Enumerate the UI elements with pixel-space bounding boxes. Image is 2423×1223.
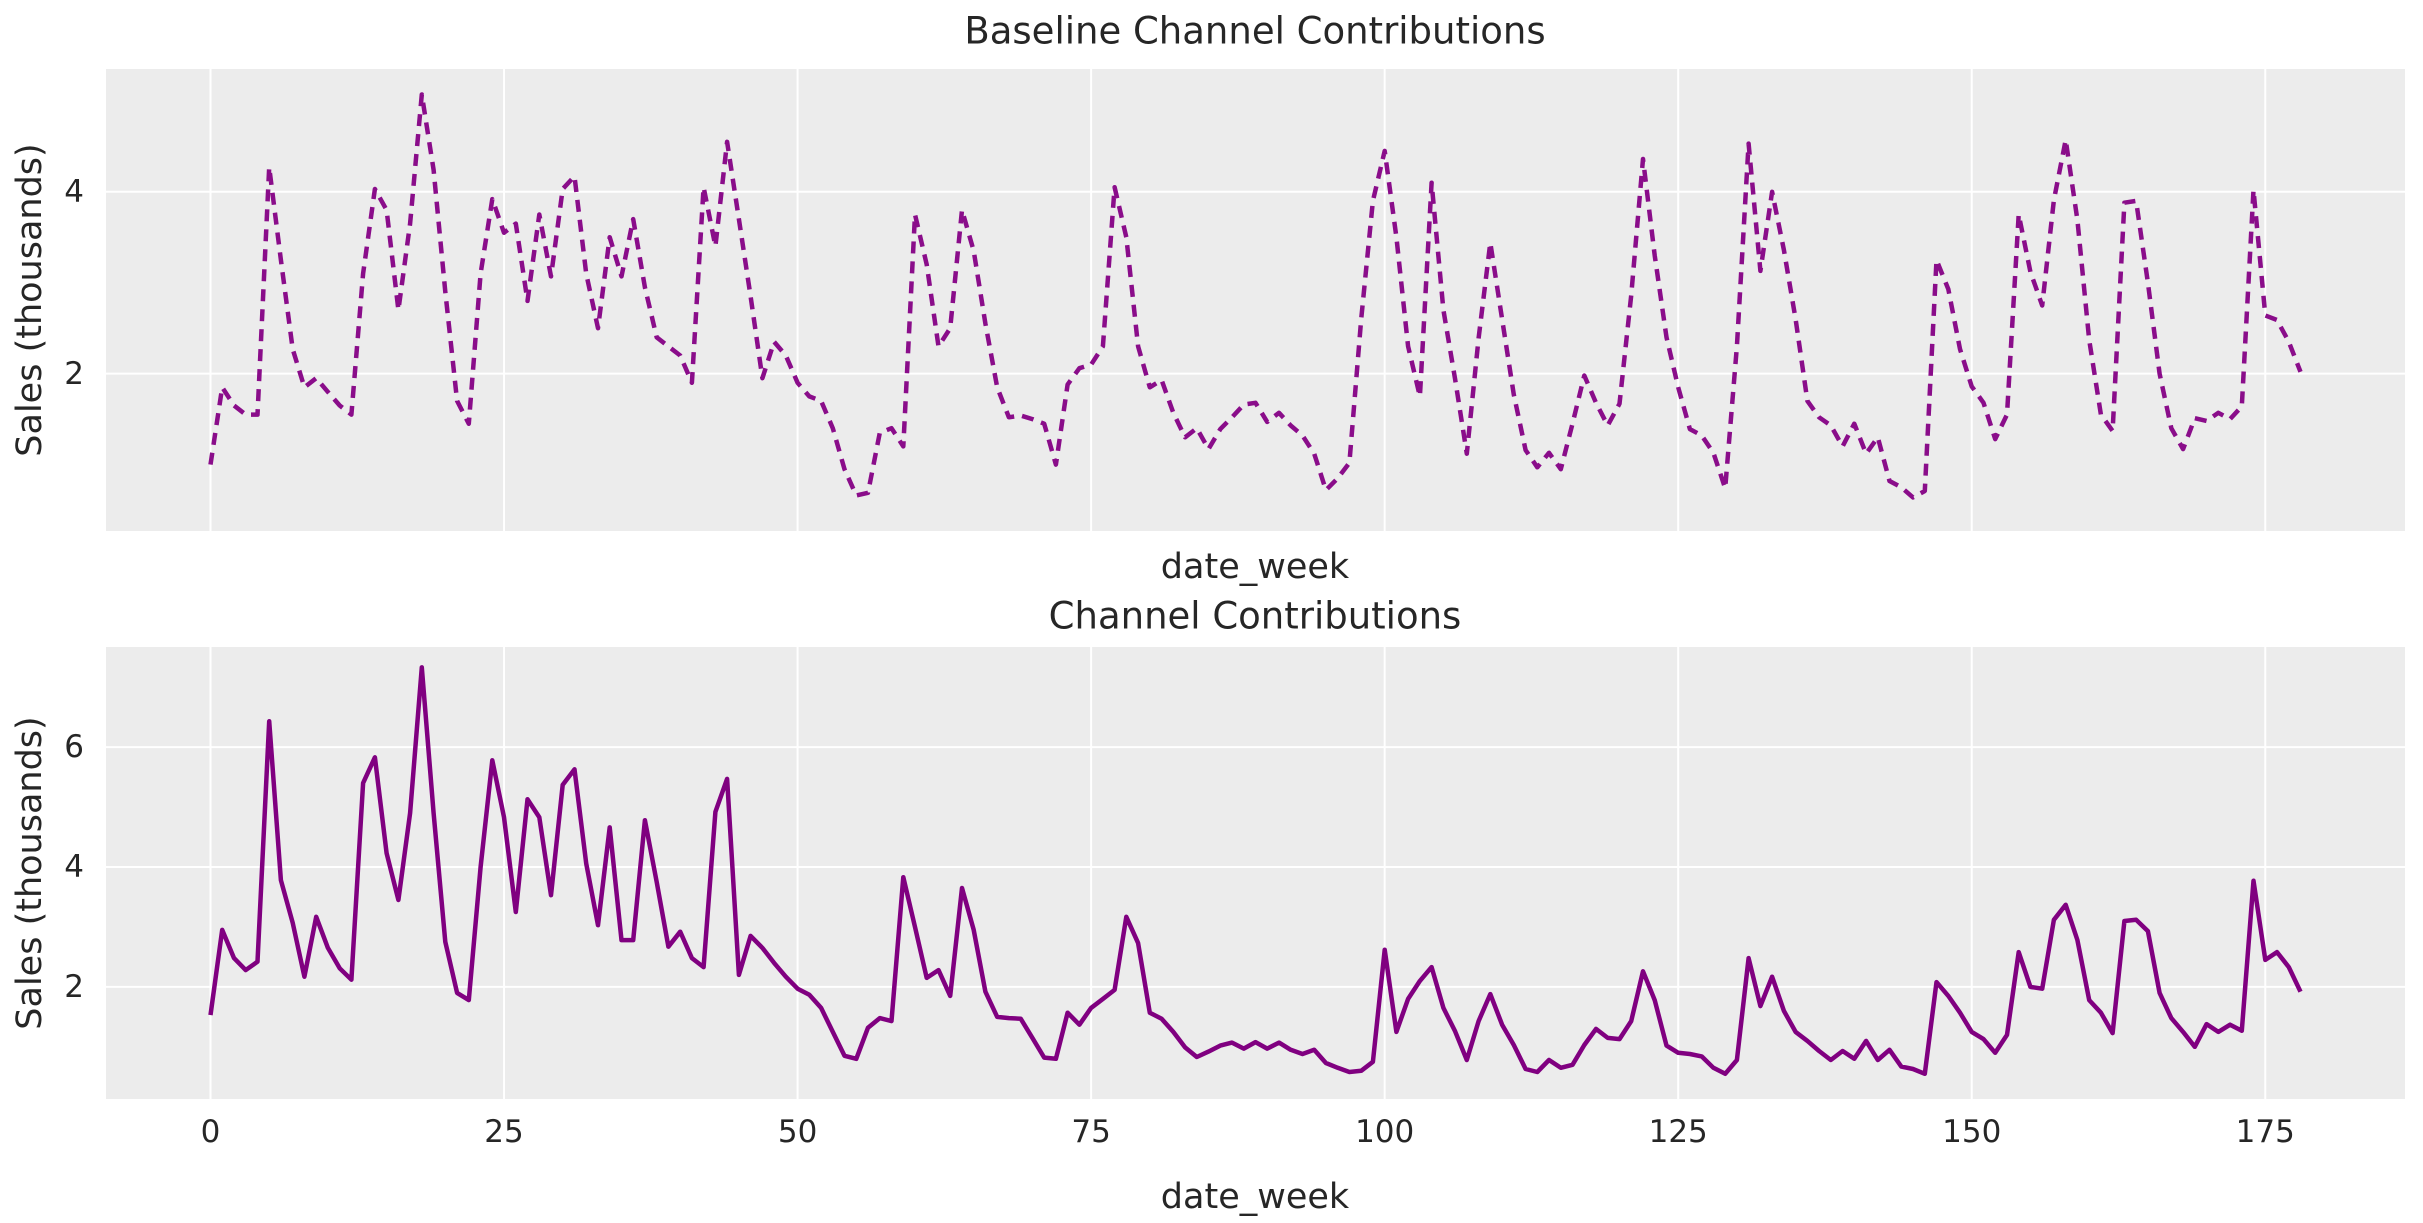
x-tick-label: 50	[777, 1114, 818, 1150]
x-tick-label: 75	[1071, 1114, 1111, 1150]
plot-area	[106, 69, 2405, 531]
plot-area	[106, 647, 2405, 1099]
top-chart-title: Baseline Channel Contributions	[964, 9, 1546, 53]
x-tick-label: 100	[1355, 1114, 1415, 1150]
bottom-yaxis-label: Sales (thousands)	[10, 716, 50, 1030]
x-tick-label: 25	[484, 1114, 524, 1150]
y-tick-label: 4	[64, 849, 84, 885]
bottom-chart-title: Channel Contributions	[1048, 594, 1462, 638]
chart-panel-1	[106, 647, 2405, 1099]
x-tick-label: 125	[1648, 1114, 1708, 1150]
y-tick-label: 2	[64, 355, 84, 392]
chart-panel-0	[106, 69, 2405, 531]
y-tick-label: 2	[64, 968, 84, 1005]
y-tick-label: 4	[64, 173, 84, 210]
x-tick-label: 175	[2235, 1114, 2295, 1150]
bottom-xaxis-label: date_week	[1160, 1177, 1350, 1217]
contributions-series-line	[208, 665, 2303, 1077]
x-tick-label: 0	[200, 1114, 221, 1150]
y-tick-label: 6	[64, 729, 84, 766]
top-yaxis-label: Sales (thousands)	[10, 143, 50, 457]
baseline-series-line	[208, 92, 2303, 500]
top-xaxis-label: date_week	[1160, 547, 1350, 587]
x-tick-label: 150	[1942, 1114, 2002, 1150]
